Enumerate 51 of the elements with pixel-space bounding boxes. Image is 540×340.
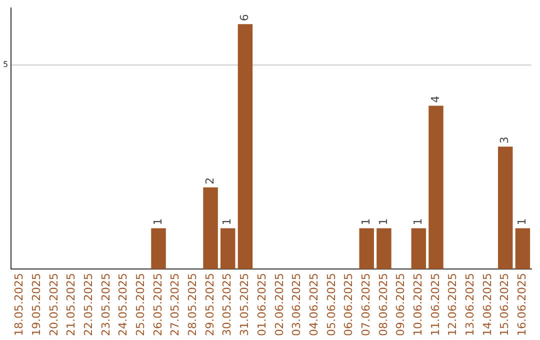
data-label: 3	[498, 136, 512, 144]
x-tick-label: 04.06.2025	[307, 273, 320, 336]
data-label: 1	[412, 218, 425, 226]
x-tick-label: 26.05.2025	[151, 273, 164, 336]
x-tick-label: 06.06.2025	[342, 273, 356, 336]
x-tick-label: 12.06.2025	[446, 273, 460, 336]
bar	[238, 24, 253, 270]
x-tick-label: 08.06.2025	[376, 273, 390, 336]
x-tick-label: 15.06.2025	[498, 273, 512, 336]
data-label: 1	[359, 218, 372, 226]
x-tick-label: 07.06.2025	[359, 273, 372, 336]
x-tick-label: 13.06.2025	[464, 273, 477, 336]
x-tick-label: 29.05.2025	[203, 273, 216, 336]
bar	[376, 228, 392, 270]
data-label: 4	[428, 96, 442, 103]
x-tick-label: 31.05.2025	[238, 273, 252, 336]
x-tick-label: 14.06.2025	[480, 273, 494, 336]
x-tick-label: 25.05.2025	[134, 273, 148, 336]
bar	[411, 228, 426, 270]
x-tick-label: 09.06.2025	[394, 273, 408, 336]
x-tick-label: 11.06.2025	[428, 273, 442, 336]
x-tick-label: 05.06.2025	[324, 273, 338, 336]
bar	[151, 228, 166, 270]
x-tick-label: 03.06.2025	[290, 273, 304, 336]
x-tick-label: 30.05.2025	[220, 273, 234, 336]
x-tick-label: 20.05.2025	[47, 273, 60, 336]
x-tick-label: 24.05.2025	[116, 273, 130, 336]
data-label: 1	[151, 218, 164, 226]
x-tick-label: 02.06.2025	[272, 273, 286, 336]
x-tick-label: 18.05.2025	[12, 273, 26, 336]
x-tick-label: 10.06.2025	[412, 273, 425, 336]
x-tick-label: 01.06.2025	[255, 273, 268, 336]
data-label: 6	[238, 14, 252, 22]
x-tick-label: 27.05.2025	[168, 273, 182, 336]
bar	[220, 228, 236, 270]
data-label: 2	[203, 177, 216, 184]
x-tick-label: 23.05.2025	[99, 273, 112, 336]
x-tick-label: 28.05.2025	[186, 273, 200, 336]
data-label: 1	[220, 218, 234, 226]
x-tick-label: 19.05.2025	[30, 273, 43, 336]
bar	[515, 228, 530, 270]
bar	[359, 228, 374, 270]
x-tick-label: 16.06.2025	[516, 273, 529, 336]
data-label: 1	[376, 218, 390, 226]
bar	[203, 187, 218, 270]
x-tick-label: 22.05.2025	[82, 273, 95, 336]
bar	[498, 146, 513, 270]
x-tick-label: 21.05.2025	[64, 273, 78, 336]
y-tick-label: 5	[2, 60, 8, 70]
data-label: 1	[516, 218, 529, 226]
bar	[428, 106, 444, 270]
